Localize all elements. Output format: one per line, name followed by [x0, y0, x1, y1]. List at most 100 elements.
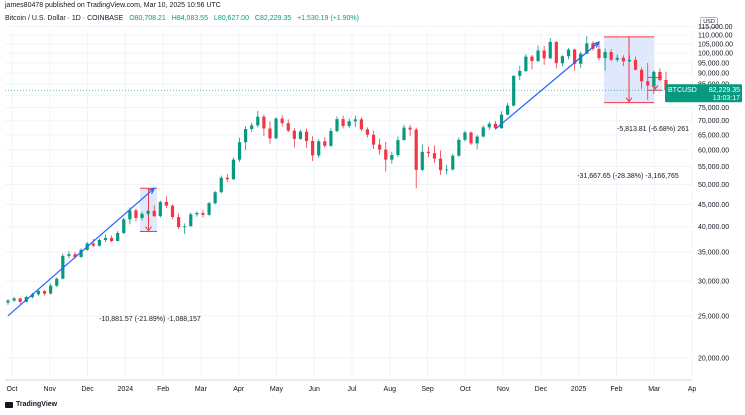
candle-body [505, 105, 510, 115]
candle-body [560, 56, 565, 64]
candle-body [323, 141, 327, 146]
candle-body [6, 300, 10, 303]
candle-body [548, 41, 552, 59]
close-value: C82,229.35 [254, 15, 292, 22]
candle-body [512, 75, 516, 106]
candle-body [451, 155, 455, 170]
candle-body [445, 169, 449, 171]
candle-body [627, 59, 632, 62]
candle-body [335, 119, 339, 132]
y-tick-label: 110,000.00 [698, 33, 733, 40]
x-tick-label: Jun [309, 386, 320, 393]
candle-body [256, 116, 260, 126]
candle-body [402, 127, 406, 141]
candle-body [146, 210, 150, 214]
candle-body [97, 239, 101, 246]
brand-label: TradingView [16, 401, 58, 408]
x-tick-label: Oct [460, 386, 471, 393]
candle-body [49, 285, 53, 294]
y-tick-label: 75,000.00 [698, 105, 729, 112]
candle-body [365, 129, 370, 135]
grid-lines [5, 26, 693, 378]
x-tick-label: 2025 [571, 386, 587, 393]
candle-body [658, 71, 662, 80]
candle-body [292, 130, 296, 139]
candle-body [432, 153, 437, 159]
symbol-title[interactable]: Bitcoin / U.S. Dollar · 1D · COINBASE [5, 15, 124, 22]
last-price-value: 82,229.35 [709, 87, 740, 94]
x-tick-label: Oct [7, 386, 18, 393]
candle-body [573, 49, 577, 64]
measure-3-arrowhead [651, 84, 659, 91]
candle-body [426, 151, 430, 154]
candle-body [633, 59, 638, 70]
candle-body [128, 210, 132, 220]
candle-body [640, 69, 644, 82]
high-value: H84,083.55 [171, 15, 208, 22]
candle-body [286, 123, 290, 131]
candle-body [591, 43, 595, 49]
candle-body [414, 129, 418, 170]
candle-body [652, 71, 656, 86]
candle-body [189, 214, 193, 227]
candle-body [73, 254, 77, 257]
last-price-tag [665, 84, 742, 103]
y-tick-label: 45,000.00 [698, 202, 729, 209]
y-tick-label: 60,000.00 [698, 147, 729, 154]
currency-selector[interactable]: USD [700, 17, 718, 28]
candle-body [384, 149, 388, 160]
y-tick-label: 25,000.00 [698, 313, 729, 320]
candle-body [55, 278, 59, 286]
candle-body [176, 217, 181, 228]
candle-body [499, 114, 504, 129]
candle-body [603, 52, 607, 59]
candle-body [79, 249, 83, 257]
open-value: O80,708.21 [129, 15, 166, 22]
y-tick-label: 115,000.00 [698, 24, 733, 31]
x-tick-label: Feb [610, 386, 622, 393]
publisher-line: james80478 published on TradingView.com,… [5, 2, 221, 9]
candle-body [481, 127, 485, 137]
x-tick-label: Jul [348, 386, 357, 393]
candle-body [493, 123, 498, 129]
low-value: L80,627.00 [213, 15, 249, 22]
x-tick-label: Dec [535, 386, 548, 393]
candle-body [329, 131, 333, 146]
candle-body [42, 290, 47, 294]
y-tick-label: 100,000.00 [698, 51, 733, 58]
candle-body [18, 298, 22, 302]
annotation-labels: -10,881.57 (-21.89%) -1,088,157 -31,667.6… [99, 126, 689, 323]
trendline-2-head [593, 41, 601, 48]
trendline-1 [7, 187, 155, 317]
candle-body [524, 56, 528, 72]
candle-body [250, 125, 254, 130]
candle-body [183, 226, 187, 228]
trendline-1-head [148, 187, 156, 194]
candle-body [646, 81, 650, 86]
tradingview-logo[interactable]: TradingView [5, 401, 57, 408]
candle-body [353, 119, 357, 122]
candle-body [609, 52, 613, 60]
measure-2-arrowhead [625, 97, 633, 103]
candle-body [274, 118, 278, 139]
candle-body [244, 129, 248, 143]
candle-body [378, 144, 382, 150]
last-price-symbol: BTCUSD [668, 87, 697, 94]
measure-1-label: -10,881.57 (-21.89%) -1,088,157 [99, 316, 201, 323]
change-value: +1,530.19 (+1.90%) [297, 15, 359, 22]
measure-2-label: -31,667.65 (-28.38%) -3,166,765 [577, 173, 679, 180]
candle-body [304, 131, 309, 141]
candle-body [621, 57, 625, 62]
x-tick-label: Nov [44, 386, 57, 393]
candle-body [317, 141, 321, 156]
trendline-2 [495, 41, 600, 130]
x-tick-label: Mar [195, 386, 208, 393]
candle-body [487, 123, 491, 128]
x-tick-label: May [270, 386, 284, 393]
candle-body [213, 192, 217, 204]
candle-body [579, 53, 583, 64]
y-tick-label: 55,000.00 [698, 164, 729, 171]
